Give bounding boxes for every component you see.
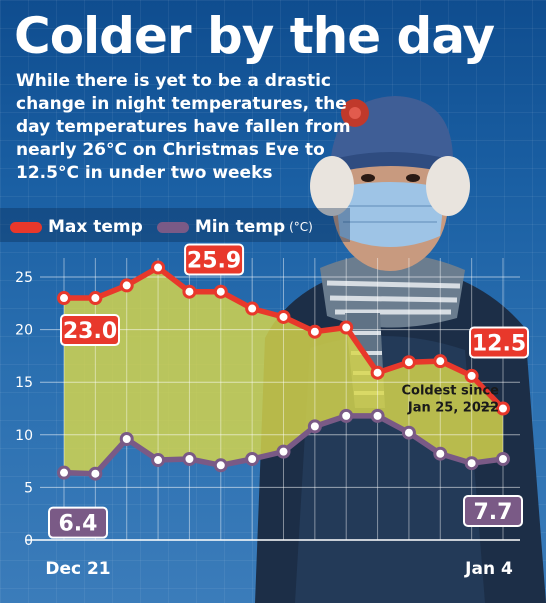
max-temp-point-1 xyxy=(88,291,103,306)
y-tick-label-5: 5 xyxy=(24,480,33,496)
legend-item-min: Min temp (°C) xyxy=(156,217,313,237)
annotation-line-0: Coldest since xyxy=(402,384,500,399)
max-temp-point-8 xyxy=(307,324,322,339)
max-data-label-0-box xyxy=(60,314,120,347)
legend: Max temp Min temp (°C) xyxy=(10,213,350,241)
max-data-label-14: 12.5 xyxy=(472,332,526,357)
min-temp-point-8 xyxy=(307,419,322,434)
min-temp-point-4 xyxy=(182,451,197,466)
annotation-line-1: Jan 25, 2022 xyxy=(407,401,499,416)
max-data-label-3: 25.9 xyxy=(187,249,241,274)
max-data-label-14-box xyxy=(469,326,529,359)
legend-unit: (°C) xyxy=(289,220,313,234)
min-temp-point-12 xyxy=(433,446,448,461)
min-temp-point-14 xyxy=(496,451,510,466)
x-tick-label-start: Dec 21 xyxy=(45,559,110,579)
max-temp-point-3 xyxy=(151,260,166,275)
min-temp-point-3 xyxy=(151,453,166,468)
max-temp-point-4 xyxy=(182,284,197,299)
y-tick-label-10: 10 xyxy=(15,428,33,444)
max-temp-point-6 xyxy=(245,301,260,316)
legend-label-min: Min temp xyxy=(194,217,286,237)
min-temp-point-7 xyxy=(276,444,291,459)
max-temp-point-7 xyxy=(276,309,291,324)
max-temp-point-2 xyxy=(119,278,134,293)
min-temp-point-13 xyxy=(464,456,479,471)
max-temp-point-13 xyxy=(464,368,479,383)
y-tick-label-0: 0 xyxy=(24,533,33,549)
chart-title: Colder by the day xyxy=(14,7,495,65)
min-temp-point-0 xyxy=(57,465,71,480)
min-temp-point-10 xyxy=(370,408,385,423)
y-tick-label-25: 25 xyxy=(15,270,33,286)
min-temp-point-1 xyxy=(88,466,103,481)
min-temp-point-9 xyxy=(339,408,354,423)
min-temp-point-11 xyxy=(401,425,416,440)
legend-label-max: Max temp xyxy=(48,217,143,237)
min-temp-point-6 xyxy=(245,451,260,466)
y-tick-label-20: 20 xyxy=(15,323,33,339)
min-data-label-14: 7.7 xyxy=(474,500,513,525)
y-tick-label-15: 15 xyxy=(15,375,33,391)
max-temp-point-12 xyxy=(433,354,448,369)
min-data-label-14-box xyxy=(463,494,523,527)
x-tick-label-end: Jan 4 xyxy=(464,559,513,579)
legend-swatch-max xyxy=(10,221,42,233)
min-data-label-0-box xyxy=(48,506,108,539)
max-temp-point-9 xyxy=(339,320,354,335)
min-data-label-0: 6.4 xyxy=(59,512,98,537)
max-data-label-0: 23.0 xyxy=(63,319,117,344)
min-temp-point-2 xyxy=(119,432,134,447)
max-temp-point-0 xyxy=(57,291,71,306)
chart-subtitle: While there is yet to be a drastic chang… xyxy=(16,71,351,183)
min-temp-point-5 xyxy=(213,458,228,473)
max-temp-point-10 xyxy=(370,365,385,380)
max-data-label-3-box xyxy=(184,243,245,276)
max-temp-point-5 xyxy=(213,284,228,299)
max-temp-point-14 xyxy=(496,401,510,416)
max-temp-point-11 xyxy=(401,355,416,370)
legend-item-max: Max temp xyxy=(10,217,143,237)
legend-swatch-min xyxy=(156,221,189,233)
